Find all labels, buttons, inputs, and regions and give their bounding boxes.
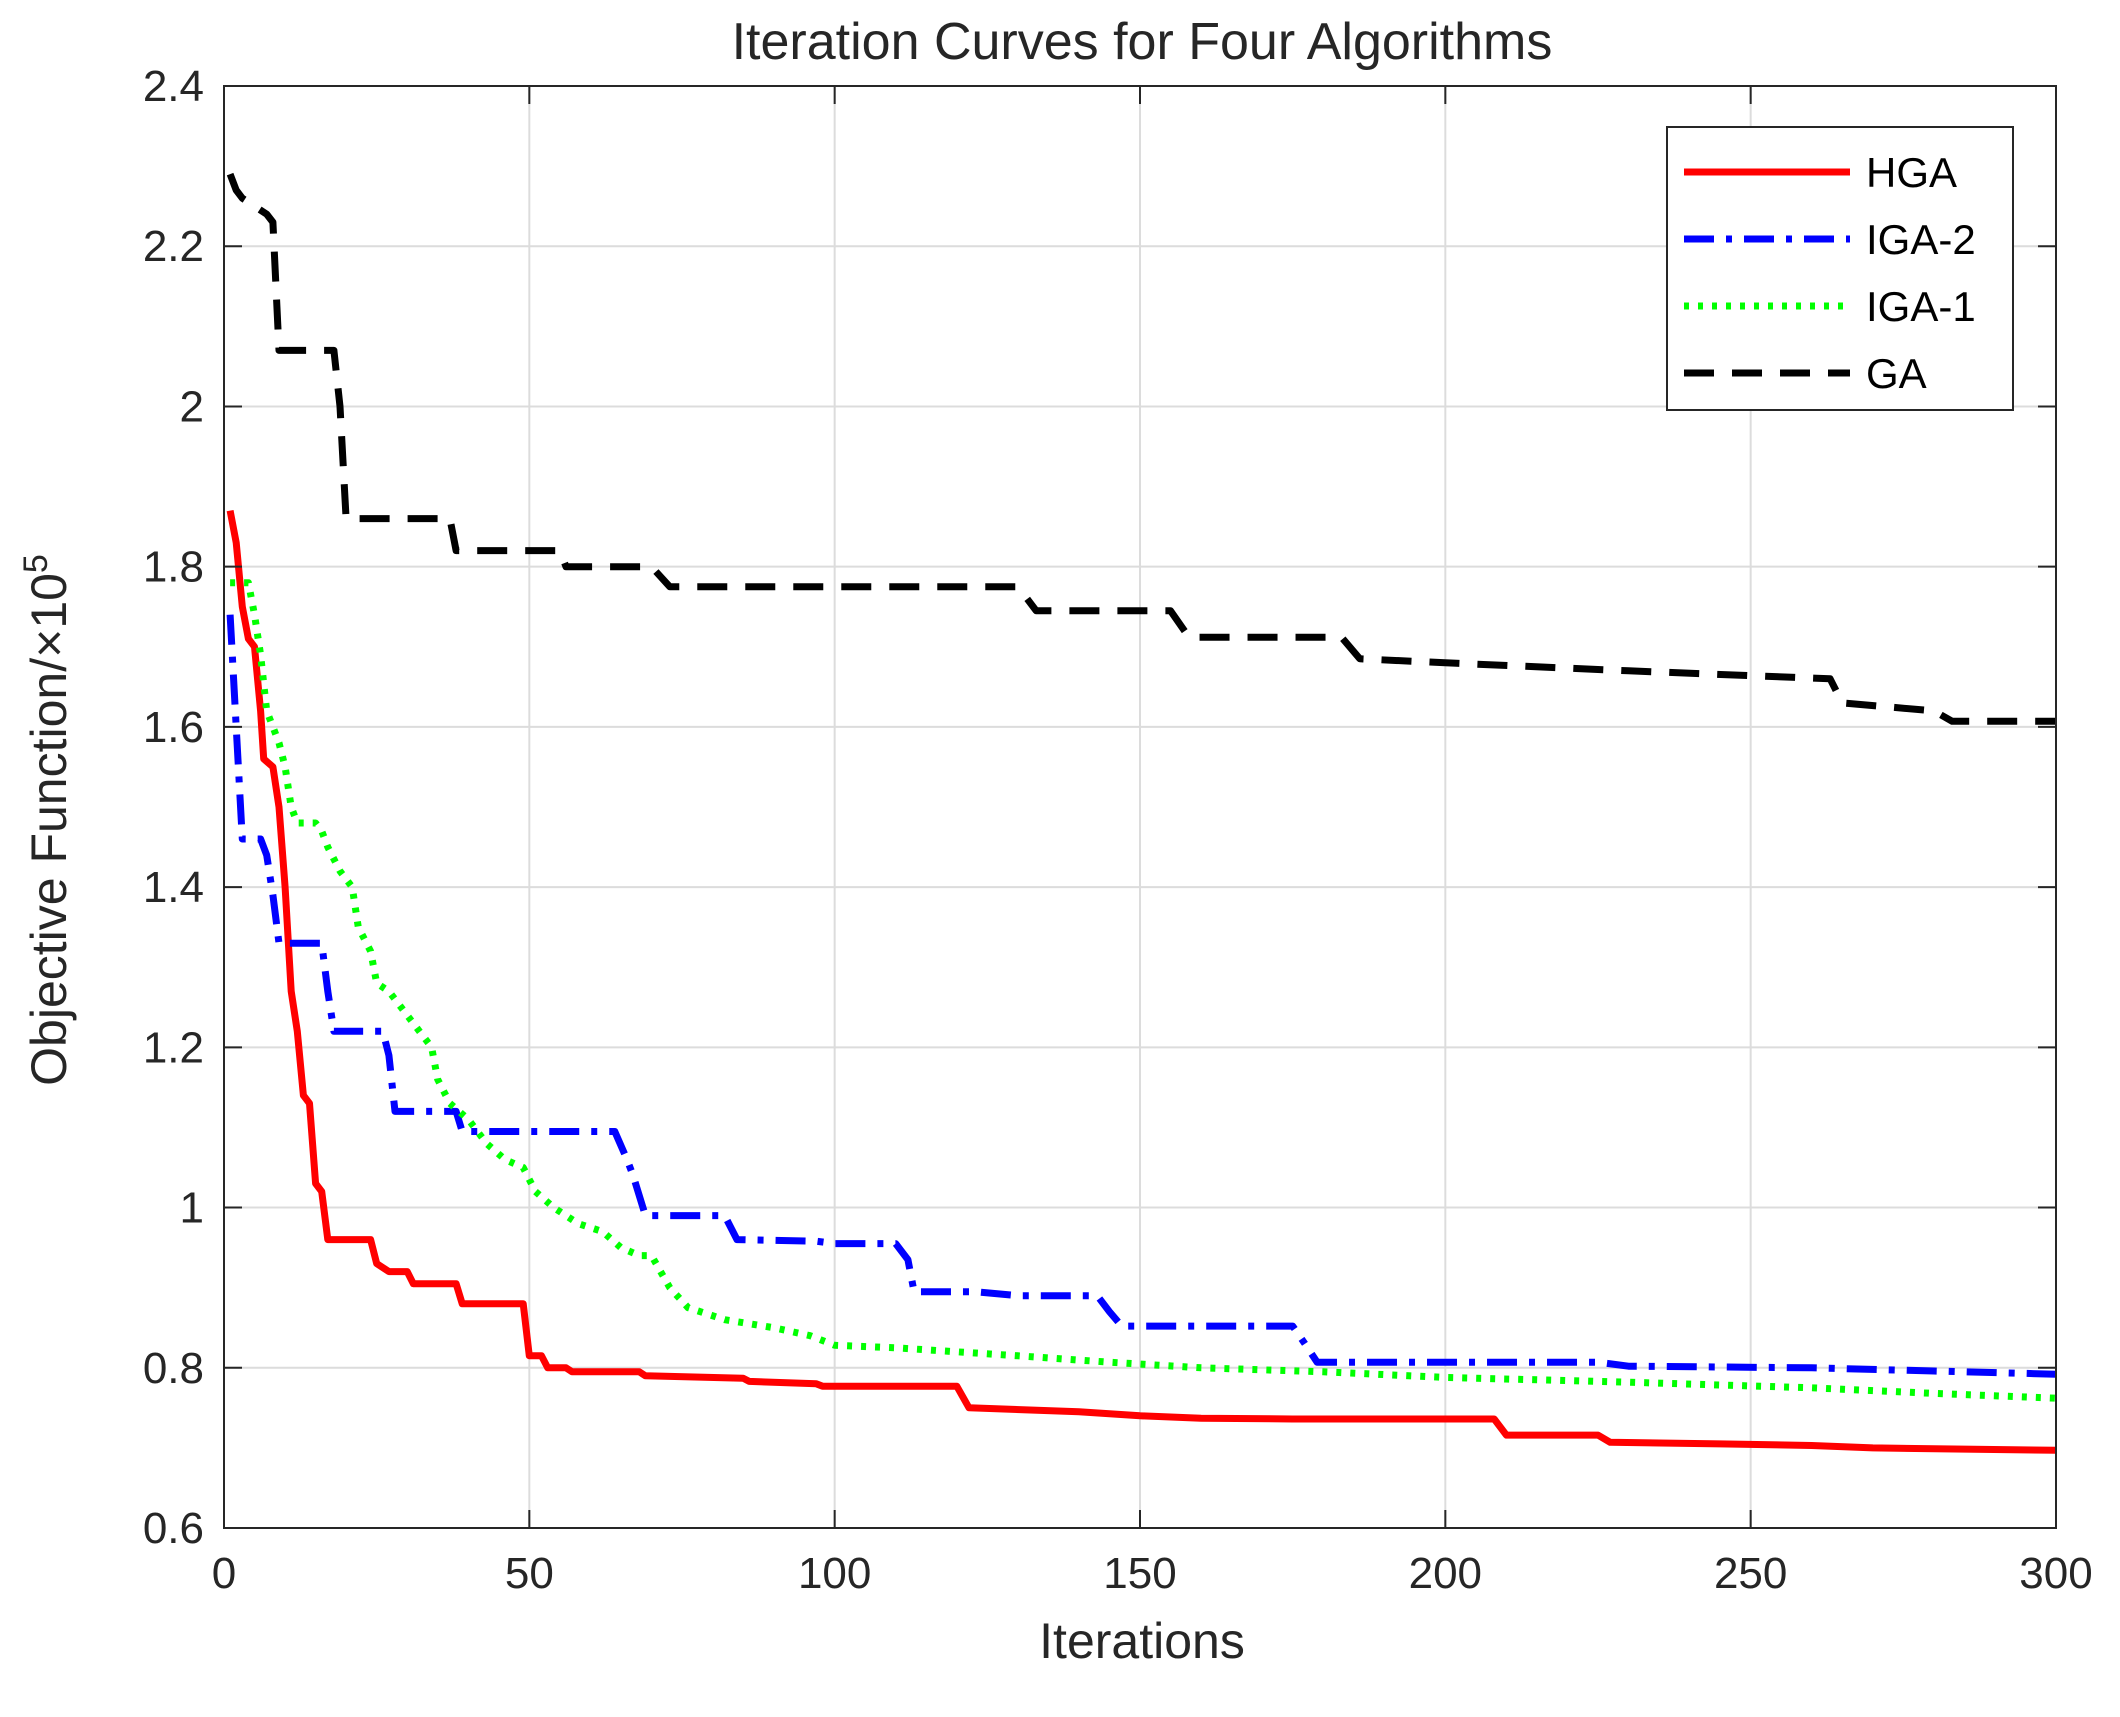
y-tick-label: 1 [180,1184,204,1233]
y-axis-title-main: Objective Function/×10 [21,573,77,1086]
y-tick-label: 1.4 [143,863,204,912]
y-tick-label: 1.8 [143,543,204,592]
legend: HGA IGA-2 IGA-1 GA [1666,126,2014,411]
y-tick-label: 0.6 [143,1504,204,1553]
legend-label-ga: GA [1866,350,1927,397]
series-line-ga [226,172,2056,725]
y-axis-title-exponent: 5 [17,554,55,573]
y-tick-label: 1.2 [143,1023,204,1072]
x-tick-labels: 0 50 100 150 200 250 300 [212,1549,2093,1598]
y-tick-label: 0.8 [143,1344,204,1393]
x-tick-label: 250 [1714,1549,1787,1598]
y-tick-label: 1.6 [143,703,204,752]
y-tick-label: 2.4 [143,62,204,111]
y-axis-title: Objective Function/×105 [17,554,77,1086]
x-tick-label: 0 [212,1549,236,1598]
legend-items: HGA IGA-2 IGA-1 GA [1684,149,1976,397]
legend-label-hga: HGA [1866,149,1957,196]
y-tick-labels: 0.6 0.8 1 1.2 1.4 1.6 1.8 2 2.2 2.4 [143,62,204,1553]
x-tick-label: 300 [2019,1549,2092,1598]
tick-marks [223,85,2057,1529]
legend-label-iga-1: IGA-1 [1866,283,1976,330]
chart-title: Iteration Curves for Four Algorithms [732,13,1553,71]
series-line-iga-2 [226,614,2057,1378]
legend-label-iga-2: IGA-2 [1866,216,1976,263]
y-tick-label: 2.2 [143,222,204,271]
series-line-iga-1 [230,579,2057,1402]
x-tick-label: 200 [1409,1549,1482,1598]
x-tick-label: 100 [798,1549,871,1598]
x-axis-title: Iterations [1039,1613,1245,1669]
series-lines [226,172,2057,1454]
y-tick-label: 2 [180,382,204,431]
x-tick-label: 50 [505,1549,554,1598]
series-line-hga [226,509,2057,1454]
x-tick-label: 150 [1103,1549,1176,1598]
